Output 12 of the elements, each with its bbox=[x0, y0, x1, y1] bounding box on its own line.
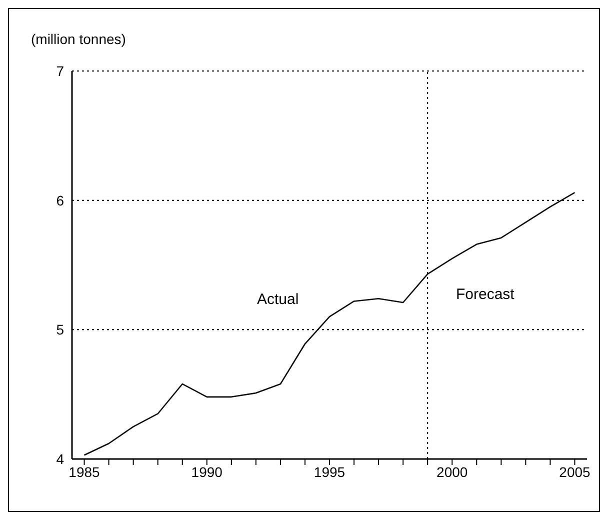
annotation: Forecast bbox=[456, 286, 514, 303]
y-tick-label: 7 bbox=[56, 62, 64, 79]
y-tick-label: 4 bbox=[56, 450, 64, 467]
x-tick-label: 2000 bbox=[436, 464, 468, 480]
x-tick-label: 1990 bbox=[191, 464, 223, 480]
x-tick-label: 1985 bbox=[68, 464, 100, 480]
y-axis-title: (million tonnes) bbox=[31, 31, 126, 47]
x-tick-label: 1995 bbox=[314, 464, 346, 480]
y-tick-label: 6 bbox=[56, 192, 64, 208]
x-tick-label: 2005 bbox=[559, 464, 591, 480]
annotation: Actual bbox=[257, 291, 299, 308]
y-tick-label: 5 bbox=[56, 322, 64, 338]
